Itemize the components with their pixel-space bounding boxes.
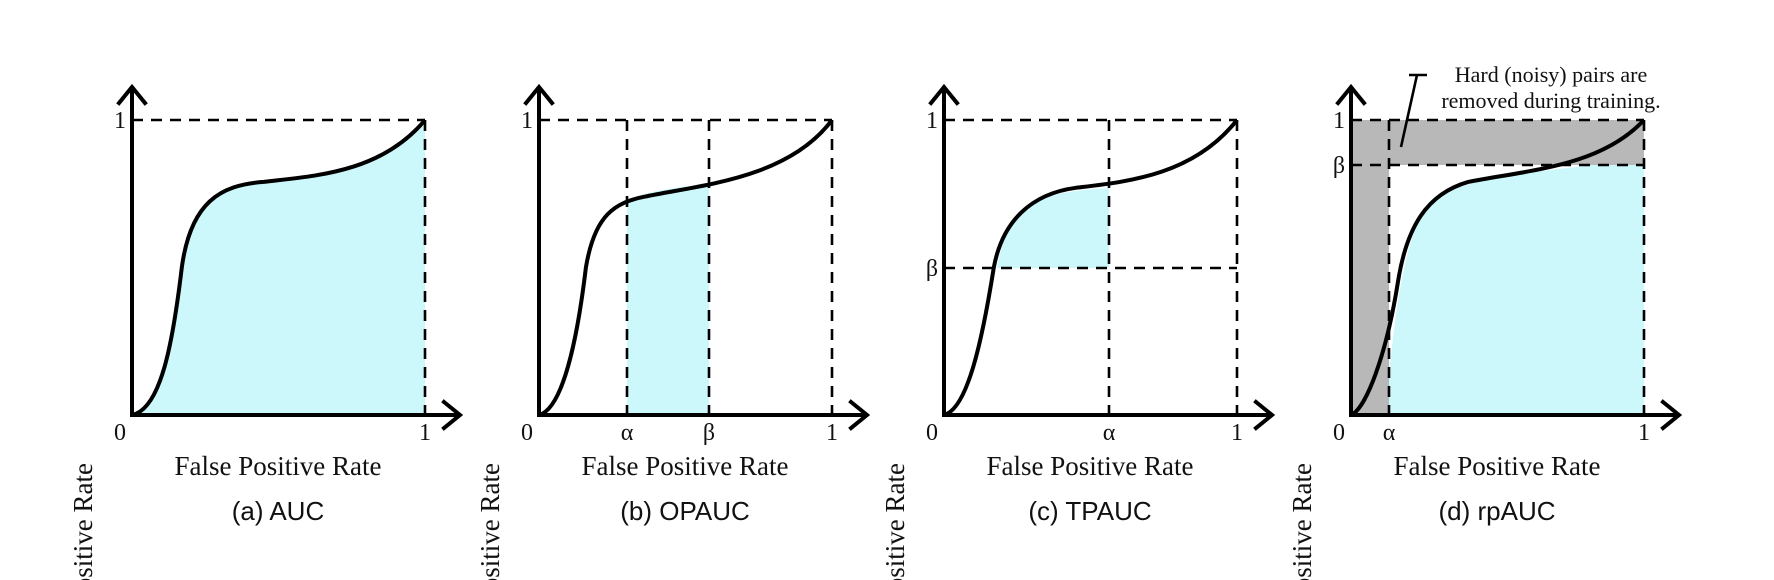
beta-tick: β <box>1333 153 1345 179</box>
origin-tick: 0 <box>114 420 126 446</box>
x-axis-label: False Positive Rate <box>1394 451 1601 481</box>
x-axis-arrowhead <box>1253 399 1276 431</box>
tpauc-shaded-region <box>997 188 1109 268</box>
x-axis-arrowhead <box>441 399 464 431</box>
panel-caption: (d) rpAUC <box>1438 496 1555 526</box>
y-axis-label: True Positive Rate <box>880 463 910 580</box>
y-one-tick: 1 <box>114 108 126 134</box>
y-axis-label: True Positive Rate <box>68 463 98 580</box>
panel-rpauc: 0 α 1 1 β Hard (noisy) pairs are removed… <box>1287 62 1683 580</box>
origin-tick: 0 <box>521 420 533 446</box>
beta-tick: β <box>703 420 715 446</box>
x-axis-arrowhead <box>1660 399 1683 431</box>
y-one-tick: 1 <box>521 108 533 134</box>
panel-caption: (c) TPAUC <box>1028 496 1151 526</box>
y-axis-arrowhead <box>116 83 148 106</box>
annotation-line-2: removed during training. <box>1441 88 1660 113</box>
panel-caption: (a) AUC <box>232 496 324 526</box>
y-one-tick: 1 <box>1333 108 1345 134</box>
alpha-tick: α <box>621 420 634 446</box>
roc-curve <box>538 118 834 417</box>
y-one-tick: 1 <box>926 108 938 134</box>
roc-curve <box>1349 118 1646 417</box>
origin-tick: 0 <box>1333 420 1345 446</box>
removed-pairs-region <box>1351 120 1644 415</box>
panel-auc: 0 1 1 False Positive Rate True Positive … <box>68 83 464 580</box>
panel-opauc: 0 α β 1 1 False Positive Rate True Posit… <box>475 83 871 580</box>
x-one-tick: 1 <box>1231 420 1243 446</box>
y-axis-label: True Positive Rate <box>1287 463 1317 580</box>
origin-tick: 0 <box>926 420 938 446</box>
x-one-tick: 1 <box>419 420 431 446</box>
annotation-pointer <box>1399 74 1419 148</box>
x-axis-arrowhead <box>848 399 871 431</box>
x-axis-label: False Positive Rate <box>987 451 1194 481</box>
y-axis-arrowhead <box>1335 83 1367 106</box>
x-one-tick: 1 <box>1638 420 1650 446</box>
panel-tpauc: 0 α 1 1 β False Positive Rate True Posit… <box>880 83 1276 580</box>
roc-curve <box>131 118 427 417</box>
y-axis-arrowhead <box>523 83 555 106</box>
alpha-tick: α <box>1103 420 1116 446</box>
x-axis-label: False Positive Rate <box>175 451 382 481</box>
annotation-line-1: Hard (noisy) pairs are <box>1455 62 1647 87</box>
panel-caption: (b) OPAUC <box>620 496 750 526</box>
x-axis-label: False Positive Rate <box>582 451 789 481</box>
beta-tick: β <box>926 256 938 282</box>
rpauc-shaded-region <box>1389 165 1644 415</box>
y-axis-arrowhead <box>928 83 960 106</box>
roc-curve <box>943 118 1239 417</box>
opauc-shaded-region <box>627 184 709 415</box>
auc-shaded-region <box>132 120 425 415</box>
y-axis-label: True Positive Rate <box>475 463 505 580</box>
alpha-tick: α <box>1383 420 1396 446</box>
x-one-tick: 1 <box>826 420 838 446</box>
